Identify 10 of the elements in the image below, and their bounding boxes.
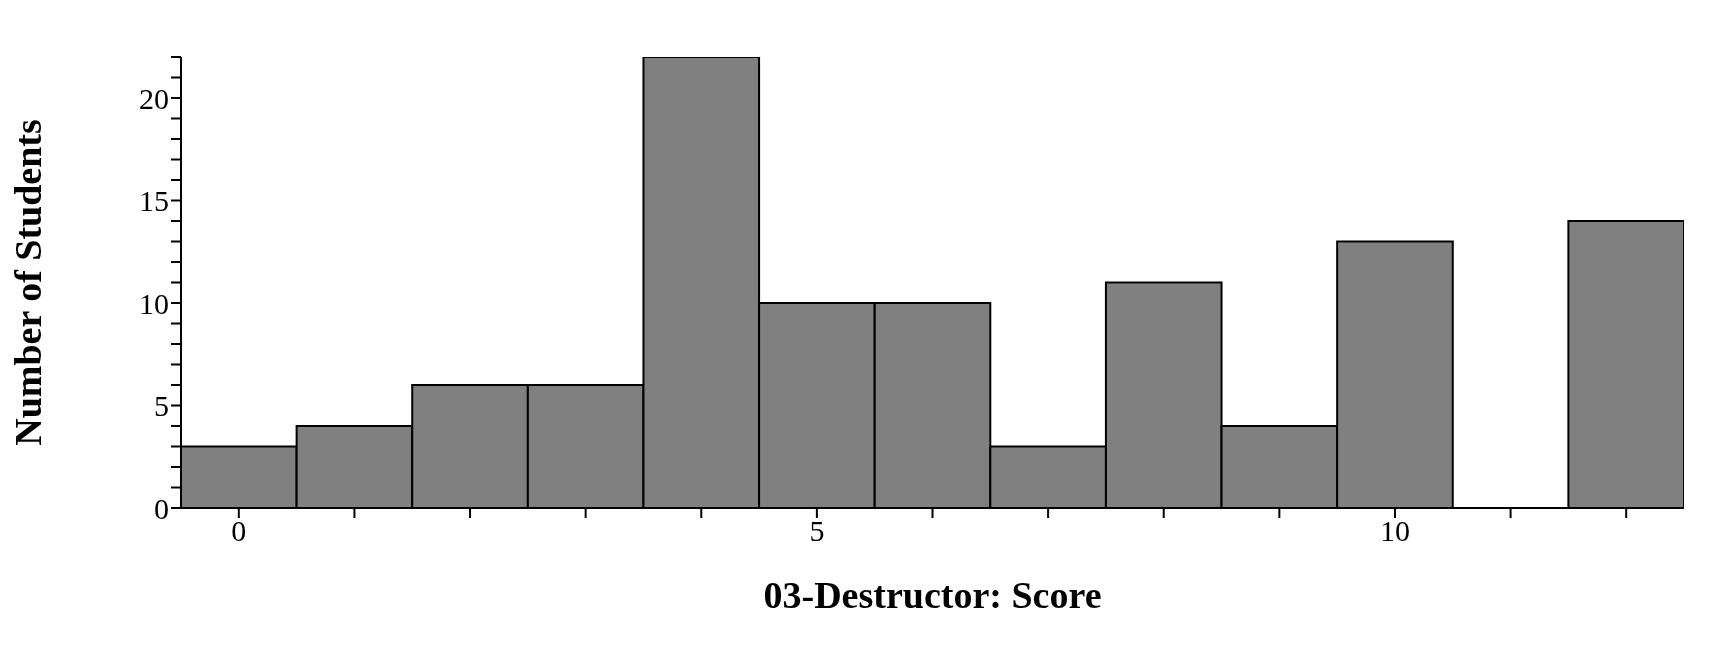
- y-axis-title: Number of Students: [7, 119, 50, 446]
- y-tick-label: 0: [154, 491, 169, 525]
- y-tick-label: 10: [139, 286, 169, 320]
- x-tick-label: 0: [231, 514, 247, 548]
- y-tick-label: 20: [139, 81, 169, 115]
- y-tick-label: 5: [154, 389, 169, 423]
- y-tick-label: 15: [139, 184, 169, 218]
- x-tick-label: 10: [1379, 514, 1410, 548]
- x-tick-label: 5: [809, 514, 825, 548]
- x-axis-title: 03-Destructor: Score: [763, 574, 1102, 616]
